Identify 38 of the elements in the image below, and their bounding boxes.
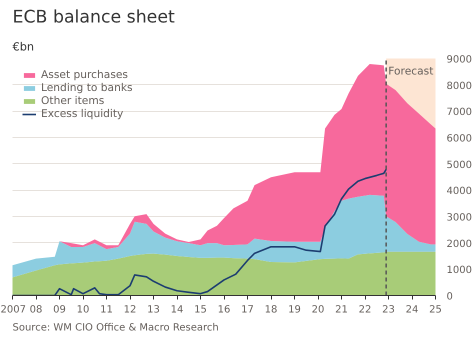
x-tick-label: 2007 — [0, 304, 26, 316]
x-tick-label: 22 — [358, 304, 372, 316]
x-tick-label: 24 — [406, 304, 418, 316]
band-label: Forecast — [388, 64, 434, 78]
y-tick-label: 4000 — [446, 186, 472, 198]
legend-label: Excess liquidity — [41, 107, 124, 120]
x-tick-label: 10 — [76, 304, 90, 316]
line-series — [12, 168, 387, 296]
legend-label: Lending to banks — [41, 81, 133, 94]
source-note: Source: WM CIO Office & Macro Research — [12, 322, 219, 334]
x-tick-label: 23 — [382, 304, 395, 316]
y-tick-label: 7000 — [446, 107, 472, 118]
x-tick-label: 21 — [335, 304, 348, 316]
x-tick-label: 19 — [288, 304, 301, 316]
x-tick-label: 18 — [264, 304, 278, 316]
chart-title: ECB balance sheet — [12, 8, 176, 28]
legend-label: Asset purchases — [41, 68, 128, 81]
y-tick-label: 9000 — [446, 54, 472, 66]
x-tick-label: 13 — [147, 304, 160, 316]
x-tick-label: 11 — [100, 304, 113, 316]
y-tick-label: 2000 — [446, 238, 472, 250]
x-tick-label: 15 — [194, 304, 207, 316]
x-tick-label: 20 — [312, 304, 324, 316]
x-tick-label: 25 — [429, 304, 442, 316]
y-tick-label: 8000 — [446, 80, 472, 92]
x-tick-label: 17 — [241, 304, 254, 316]
x-tick-label: 12 — [124, 304, 136, 316]
y-tick-label: 5000 — [446, 160, 472, 171]
y-tick-label: 1000 — [446, 265, 472, 276]
chart-subtitle: €bn — [12, 40, 34, 54]
y-tick-label: 6000 — [446, 134, 472, 144]
x-tick-label: 16 — [218, 304, 230, 316]
x-tick-label: 14 — [170, 304, 184, 316]
x-tick-label: 08 — [30, 304, 42, 316]
y-tick-label: 3000 — [446, 212, 472, 224]
y-tick-label: 0 — [446, 292, 453, 302]
x-tick-label: 09 — [53, 304, 66, 316]
legend-label: Other items — [41, 94, 104, 107]
